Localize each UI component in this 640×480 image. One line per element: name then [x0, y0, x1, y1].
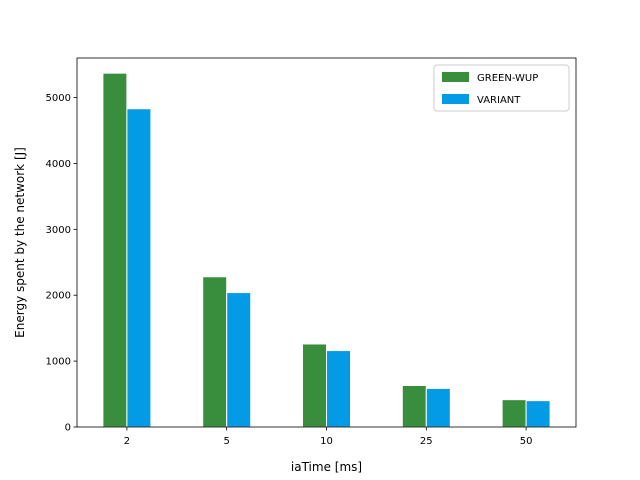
- bar-green-wup-5: [202, 276, 228, 428]
- bar-green-wup-25: [401, 384, 427, 428]
- y-tick-label: 4000: [46, 159, 71, 170]
- bar-variant-50: [525, 400, 551, 428]
- x-axis-label: iaTime [ms]: [291, 460, 362, 474]
- bar-variant-10: [326, 350, 351, 428]
- x-tick-label: 10: [320, 436, 333, 447]
- y-tick-label: 5000: [46, 93, 71, 104]
- x-tick-label: 5: [224, 436, 230, 447]
- bar-green-wup-50: [501, 399, 527, 428]
- bars: [102, 72, 551, 428]
- legend-label: VARIANT: [477, 95, 521, 106]
- legend-swatch: [442, 94, 469, 104]
- y-axis-label: Energy spent by the network [J]: [13, 147, 27, 338]
- legend: GREEN-WUP VARIANT: [433, 64, 570, 112]
- bar-variant-5: [226, 292, 252, 428]
- y-axis-ticks: 0 1000 2000 3000 4000 5000: [46, 93, 77, 434]
- y-tick-label: 0: [65, 423, 71, 434]
- x-tick-label: 50: [520, 436, 533, 447]
- bar-green-wup-2: [102, 72, 128, 428]
- legend-label: GREEN-WUP: [477, 73, 538, 84]
- bar-green-wup-10: [302, 343, 327, 428]
- y-tick-label: 2000: [46, 291, 71, 302]
- y-tick-label: 1000: [46, 357, 71, 368]
- x-axis-ticks: 2 5 10 25 50: [124, 427, 533, 447]
- legend-swatch: [442, 72, 469, 82]
- x-tick-label: 25: [420, 436, 433, 447]
- bar-variant-25: [425, 387, 451, 428]
- bar-variant-2: [126, 108, 152, 428]
- x-tick-label: 2: [124, 436, 130, 447]
- y-tick-label: 3000: [46, 225, 71, 236]
